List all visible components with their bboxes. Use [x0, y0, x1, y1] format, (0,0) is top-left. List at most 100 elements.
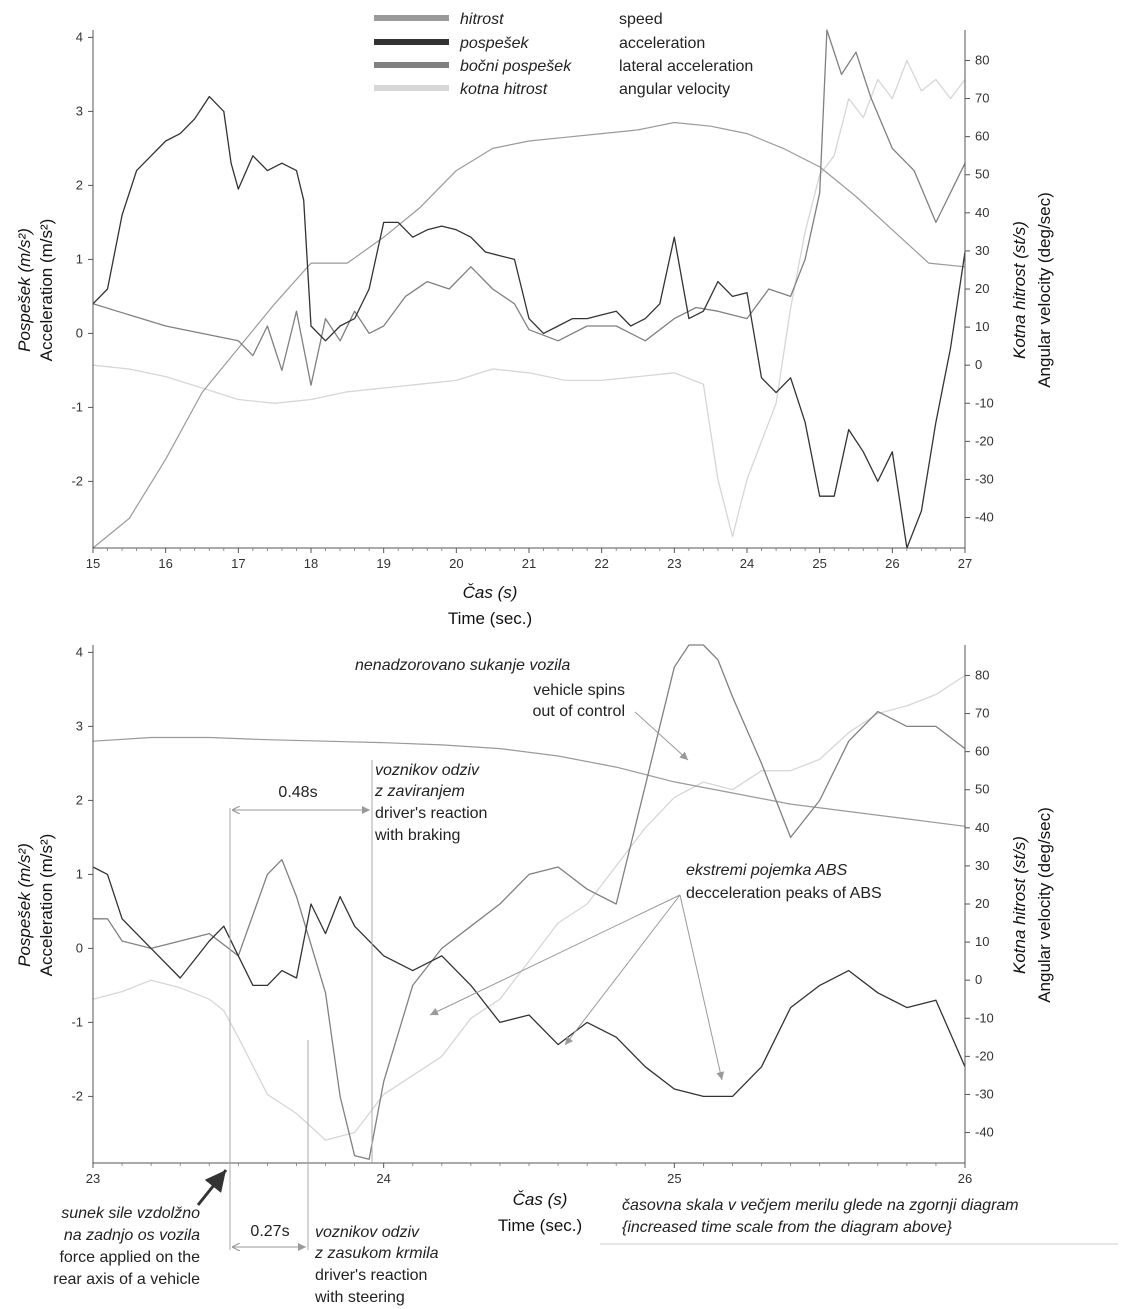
annotation-spin-sl: nenadzorovano sukanje vozila: [355, 657, 570, 674]
top-x-tick-label: 21: [522, 556, 536, 571]
force-label-en-2: rear axis of a vehicle: [53, 1271, 200, 1288]
abs-arrow-3: [679, 894, 725, 1081]
time-scale-label-en: {increased time scale from the diagram a…: [622, 1219, 953, 1236]
top-x-tick-label: 22: [594, 556, 608, 571]
top-y-right-tick-label: -10: [975, 395, 994, 410]
top-x-tick-label: 26: [885, 556, 899, 571]
legend-item-angular-velocity: kotna hitrost angular velocity: [374, 81, 730, 98]
legend-label-lateral-en: lateral acceleration: [619, 58, 753, 75]
annotation-spin-arrow: [634, 711, 689, 761]
bot-y-right-tick-label: 20: [975, 896, 989, 911]
bot-y-right-tick-label: 60: [975, 744, 989, 759]
force-label-sl-2: na zadnjo os vozila: [64, 1227, 200, 1244]
legend-label-angular-en: angular velocity: [619, 81, 730, 98]
bot-series-pospesek: [92, 866, 966, 1098]
top-y-right-tick-label: -20: [975, 433, 994, 448]
bot-y-right-tick-label: -40: [975, 1125, 994, 1140]
legend-label-speed-sl: hitrost: [460, 11, 504, 28]
top-y-right-tick-label: 40: [975, 205, 989, 220]
bot-x-tick-label: 23: [86, 1171, 100, 1186]
bottom-y-right-title-sl: Kotna hitrost (st/s): [1010, 836, 1029, 974]
legend-item-lateral-acceleration: bočni pospešek lateral acceleration: [374, 58, 753, 75]
top-series-kotna-hitrost: [92, 59, 966, 538]
top-y-left-tick-label: -1: [71, 399, 83, 414]
annotation-spin-en-2: out of control: [533, 703, 626, 720]
bot-y-right-tick-label: 70: [975, 706, 989, 721]
bot-y-right-tick-label: 80: [975, 667, 989, 682]
bot-x-tick-label: 25: [667, 1171, 681, 1186]
bot-y-right-tick-label: -30: [975, 1086, 994, 1101]
top-y-left-tick-label: 4: [76, 29, 83, 44]
bottom-y-left-title-sl: Pospešek (m/s²): [15, 843, 34, 967]
bottom-y-left-title-sl-unit: (m/s²): [15, 843, 34, 887]
bot-y-left-tick-label: 2: [76, 792, 83, 807]
legend-label-acceleration-en: acceleration: [619, 35, 705, 52]
bottom-y-right-title-en: Angular velocity (deg/sec): [1035, 807, 1054, 1003]
legend-swatch-speed: [374, 15, 449, 21]
top-y-left-title-sl-unit: (m/s²): [15, 228, 34, 272]
top-y-right-title-sl-name: Kotna hitrost: [1010, 262, 1029, 359]
legend: hitrost speed pospešek acceleration bočn…: [374, 11, 753, 98]
top-y-right-tick-label: 60: [975, 129, 989, 144]
top-x-tick-label: 19: [376, 556, 390, 571]
abs-label-sl: ekstremi pojemka ABS: [686, 862, 848, 879]
top-x-tick-label: 25: [812, 556, 826, 571]
top-y-right-title-sl-unit: (st/s): [1010, 221, 1029, 259]
top-y-right-tick-label: 70: [975, 91, 989, 106]
time-scale-label-sl: časovna skala v večjem merilu glede na z…: [622, 1197, 1019, 1214]
bottom-x-title-sl: Čas (s): [513, 1190, 568, 1209]
bot-y-left-tick-label: 0: [76, 940, 83, 955]
top-y-left-title-en: Acceleration (m/s²): [37, 219, 56, 362]
top-x-title-en: Time (sec.): [448, 609, 532, 628]
bot-y-left-tick-label: 3: [76, 718, 83, 733]
bot-x-tick-label: 26: [958, 1171, 972, 1186]
top-x-tick-label: 20: [449, 556, 463, 571]
top-y-right-tick-label: -30: [975, 471, 994, 486]
top-y-left-tick-label: 3: [76, 103, 83, 118]
bottom-x-title-en: Time (sec.): [498, 1216, 582, 1235]
annotation-spin: nenadzorovano sukanje vozila vehicle spi…: [355, 657, 689, 761]
top-y-left-title-sl: Pospešek (m/s²): [15, 228, 34, 352]
annotation-time-scale: časovna skala v večjem merilu glede na z…: [600, 1197, 1118, 1245]
force-label-en-1: force applied on the: [59, 1249, 200, 1266]
top-y-right-tick-label: 0: [975, 357, 982, 372]
legend-item-acceleration: pospešek acceleration: [374, 35, 705, 52]
braking-label-sl-2: z zaviranjem: [374, 783, 465, 800]
bottom-y-right-title-sl-name: Kotna hitrost: [1010, 877, 1029, 974]
steering-label-en-2: with steering: [314, 1289, 405, 1306]
bot-y-right-tick-label: 30: [975, 858, 989, 873]
top-x-title-sl: Čas (s): [463, 583, 518, 602]
annotation-force: sunek sile vzdolžno na zadnjo os vozila …: [53, 1169, 228, 1288]
legend-label-speed-en: speed: [619, 11, 663, 28]
top-y-right-tick-label: 10: [975, 319, 989, 334]
bot-y-right-tick-label: -20: [975, 1048, 994, 1063]
bottom-chart: 23 24 25 26-2-101234-40-30-20-1001020304050…: [15, 644, 1118, 1306]
bot-y-left-tick-label: -1: [71, 1014, 83, 1029]
top-x-tick-label: 27: [958, 556, 972, 571]
top-y-right-title-sl: Kotna hitrost (st/s): [1010, 221, 1029, 359]
abs-label-en: decceleration peaks of ABS: [686, 885, 882, 902]
steering-interval-label: 0.27s: [250, 1223, 289, 1240]
top-series-bocni-pospesek: [92, 29, 966, 386]
annotation-steering: 0.27s voznikov odziv z zasukom krmila dr…: [229, 1040, 439, 1306]
force-arrow: [196, 1169, 228, 1206]
annotation-spin-en-1: vehicle spins: [533, 682, 625, 699]
legend-label-acceleration-sl: pospešek: [459, 35, 529, 52]
force-label-sl-1: sunek sile vzdolžno: [61, 1205, 200, 1222]
bot-y-right-tick-label: 50: [975, 782, 989, 797]
top-y-right-tick-label: 30: [975, 243, 989, 258]
abs-arrow-2: [564, 894, 681, 1046]
top-x-tick-label: 15: [86, 556, 100, 571]
annotation-abs: ekstremi pojemka ABS decceleration peaks…: [429, 862, 882, 1081]
braking-label-en-2: with braking: [374, 827, 460, 844]
bot-series-hitrost: [92, 736, 966, 827]
bot-series-kotna-hitrost: [92, 674, 966, 1141]
steering-label-en-1: driver's reaction: [315, 1267, 427, 1284]
top-y-right-tick-label: -40: [975, 510, 994, 525]
braking-label-sl-1: voznikov odziv: [375, 762, 480, 779]
braking-label-en-1: driver's reaction: [375, 805, 487, 822]
top-y-left-tick-label: 0: [76, 325, 83, 340]
bot-y-left-tick-label: 4: [76, 644, 83, 659]
legend-item-speed: hitrost speed: [374, 11, 663, 28]
